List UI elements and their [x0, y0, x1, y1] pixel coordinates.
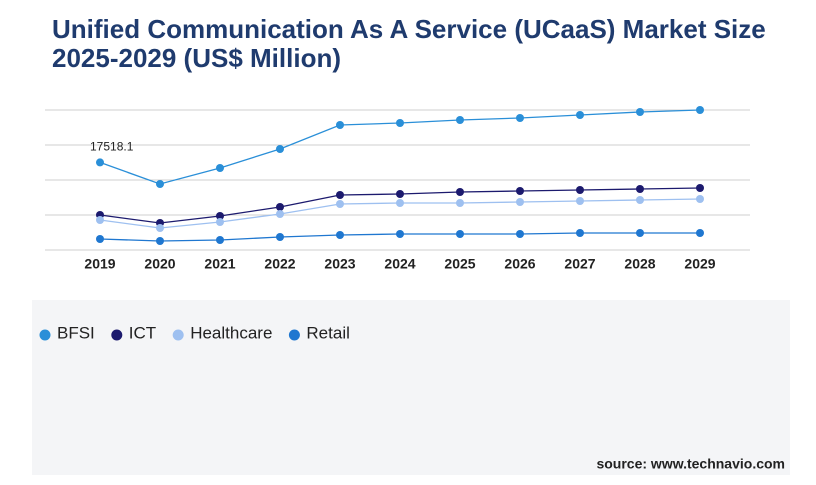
- point: [336, 121, 344, 129]
- x-tick-label: 2026: [504, 256, 535, 272]
- chart-subtitle: 2025-2029 (US$ Million): [52, 43, 341, 73]
- x-tick-label: 2022: [264, 256, 295, 272]
- point: [276, 203, 284, 211]
- source: source: www.technavio.com: [596, 456, 785, 472]
- x-tick-label: 2029: [684, 256, 715, 272]
- legend-panel: [32, 300, 790, 475]
- point: [516, 230, 524, 238]
- legend-label: Retail: [306, 323, 349, 342]
- point: [96, 235, 104, 243]
- point: [216, 236, 224, 244]
- point: [696, 106, 704, 114]
- point: [576, 186, 584, 194]
- point: [396, 190, 404, 198]
- point: [276, 233, 284, 241]
- point: [456, 116, 464, 124]
- point: [636, 108, 644, 116]
- legend-label: Healthcare: [190, 323, 272, 342]
- point: [156, 180, 164, 188]
- data-label: 17518.1: [90, 140, 134, 154]
- legend-label: ICT: [129, 323, 156, 342]
- legend-marker: [111, 329, 123, 341]
- legend-marker: [288, 329, 300, 341]
- point: [156, 237, 164, 245]
- point: [396, 199, 404, 207]
- point: [516, 187, 524, 195]
- point: [516, 198, 524, 206]
- x-tick-label: 2023: [324, 256, 355, 272]
- x-tick-label: 2027: [564, 256, 595, 272]
- x-tick-label: 2025: [444, 256, 475, 272]
- x-tick-label: 2028: [624, 256, 655, 272]
- point: [696, 184, 704, 192]
- point: [576, 111, 584, 119]
- point: [456, 188, 464, 196]
- point: [576, 229, 584, 237]
- x-tick-label: 2021: [204, 256, 235, 272]
- point: [456, 199, 464, 207]
- point: [696, 229, 704, 237]
- point: [636, 185, 644, 193]
- point: [336, 200, 344, 208]
- point: [276, 145, 284, 153]
- chart-title: Unified Communication As A Service (UCaa…: [52, 14, 766, 44]
- point: [336, 231, 344, 239]
- point: [696, 195, 704, 203]
- point: [216, 218, 224, 226]
- x-tick-label: 2019: [84, 256, 115, 272]
- legend-label: BFSI: [57, 323, 95, 342]
- x-tick-label: 2024: [384, 256, 415, 272]
- point: [396, 119, 404, 127]
- point: [396, 230, 404, 238]
- x-tick-label: 2020: [144, 256, 175, 272]
- point: [516, 114, 524, 122]
- legend-marker: [172, 329, 184, 341]
- legend-marker: [39, 329, 51, 341]
- point: [576, 197, 584, 205]
- point: [156, 224, 164, 232]
- point: [456, 230, 464, 238]
- point: [216, 212, 224, 220]
- point: [96, 158, 104, 167]
- point: [636, 196, 644, 204]
- point: [276, 210, 284, 218]
- point: [636, 229, 644, 237]
- point: [96, 216, 104, 224]
- point: [336, 191, 344, 199]
- point: [216, 164, 224, 172]
